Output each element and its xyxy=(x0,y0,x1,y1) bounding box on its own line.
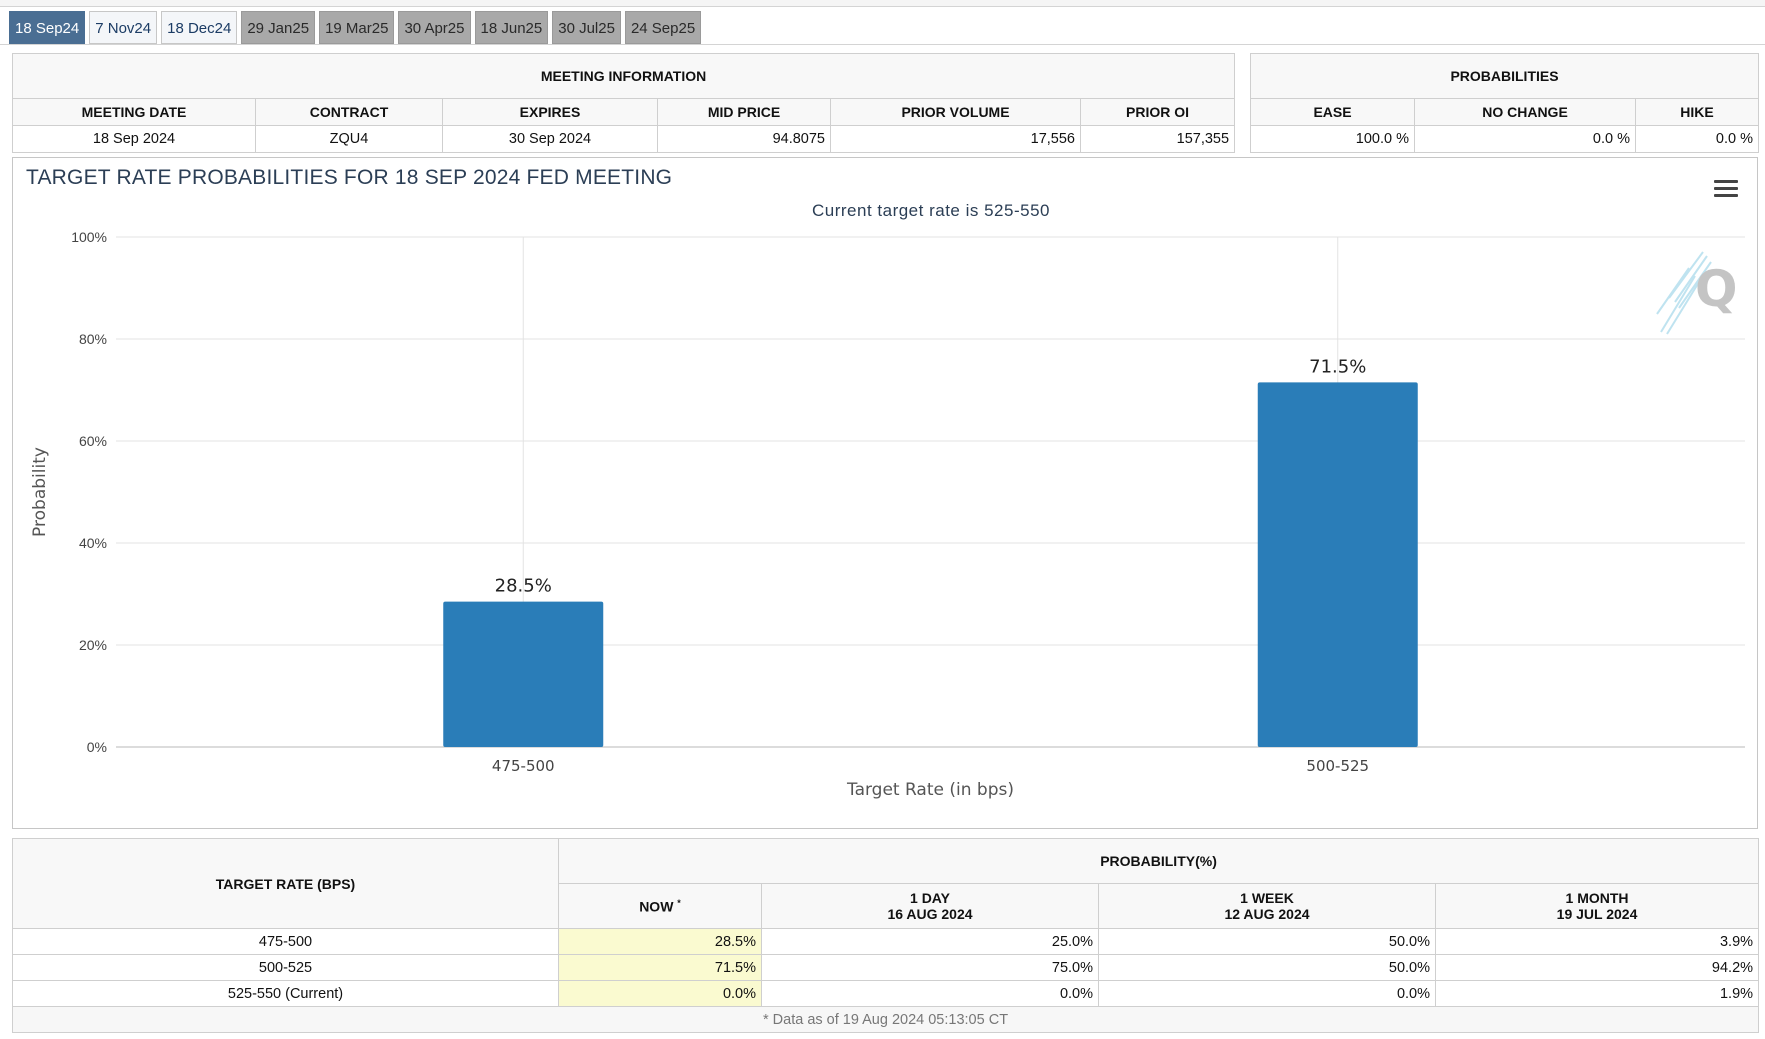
probabilities-heading: PROBABILITIES xyxy=(1249,53,1760,99)
one-month-header: 1 MONTH 19 JUL 2024 xyxy=(1434,883,1760,929)
no-change-value: 0.0 % xyxy=(1414,125,1636,153)
meeting-date-header: MEETING DATE xyxy=(12,98,256,126)
tab-30-jul25[interactable]: 30 Jul25 xyxy=(552,11,621,44)
data-label: 71.5% xyxy=(1309,356,1366,377)
one-month-cell: 1.9% xyxy=(1434,980,1760,1007)
prior-volume-header: PRIOR VOLUME xyxy=(830,98,1081,126)
mid-price-header: MID PRICE xyxy=(657,98,831,126)
now-cell: 0.0% xyxy=(558,980,762,1007)
contract-value: ZQU4 xyxy=(255,125,443,153)
tab-divider xyxy=(0,44,1765,45)
y-axis-title: Probability xyxy=(30,447,50,537)
one-week-cell: 50.0% xyxy=(1098,928,1436,955)
data-timestamp-note: * Data as of 19 Aug 2024 05:13:05 CT xyxy=(11,1006,1760,1033)
target-rate-cell: 525-550 (Current) xyxy=(12,980,559,1007)
y-tick-label: 40% xyxy=(79,535,107,551)
x-tick-label: 500-525 xyxy=(1306,757,1369,775)
tab-18-dec24[interactable]: 18 Dec24 xyxy=(161,11,238,44)
quikstrike-logo-icon: Q xyxy=(1656,251,1735,335)
probability-bar-chart: 0% 20% 40% 60% 80% 100% 28.5% 475-500 71.5% 500-5… xyxy=(30,229,1745,800)
now-cell: 28.5% xyxy=(558,928,762,955)
tab-7-nov24[interactable]: 7 Nov24 xyxy=(89,11,158,44)
one-month-cell: 3.9% xyxy=(1434,928,1760,955)
ease-header: EASE xyxy=(1250,98,1415,126)
meeting-information-table: MEETING INFORMATION MEETING DATE CONTRAC… xyxy=(11,53,1236,153)
data-label: 28.5% xyxy=(495,576,552,597)
hike-header: HIKE xyxy=(1634,98,1760,126)
prior-oi-value: 157,355 xyxy=(1079,125,1236,153)
y-tick-label: 60% xyxy=(79,433,107,449)
chart-title: TARGET RATE PROBABILITIES FOR 18 SEP 202… xyxy=(26,166,673,189)
one-day-cell: 75.0% xyxy=(761,954,1099,981)
meeting-date-value: 18 Sep 2024 xyxy=(12,125,256,153)
one-week-header: 1 WEEK 12 AUG 2024 xyxy=(1098,883,1436,929)
bar xyxy=(1257,382,1418,747)
probabilities-table: PROBABILITIES EASE NO CHANGE HIKE 100.0 … xyxy=(1249,53,1760,153)
tab-30-apr25[interactable]: 30 Apr25 xyxy=(398,11,471,44)
y-tick-label: 80% xyxy=(79,331,107,347)
target-rate-probability-table: TARGET RATE (BPS) PROBABILITY(%) NOW * 1… xyxy=(11,838,1760,1033)
now-header: NOW * xyxy=(558,883,762,929)
tab-18-jun25[interactable]: 18 Jun25 xyxy=(474,11,549,44)
hike-value: 0.0 % xyxy=(1634,125,1760,153)
one-day-cell: 0.0% xyxy=(761,980,1099,1007)
probability-header: PROBABILITY(%) xyxy=(557,838,1760,884)
x-axis-title: Target Rate (in bps) xyxy=(846,780,1014,800)
no-change-header: NO CHANGE xyxy=(1414,98,1636,126)
chart-panel xyxy=(12,157,1758,829)
contract-header: CONTRACT xyxy=(255,98,443,126)
tab-29-jan25[interactable]: 29 Jan25 xyxy=(241,11,316,44)
bar xyxy=(443,601,604,747)
one-day-header: 1 DAY 16 AUG 2024 xyxy=(761,883,1099,929)
y-tick-label: 20% xyxy=(79,637,107,653)
table-row: 525-550 (Current) 0.0% 0.0% 0.0% 1.9% xyxy=(12,980,1760,1007)
target-rate-cell: 475-500 xyxy=(12,928,559,955)
expires-value: 30 Sep 2024 xyxy=(442,125,658,153)
chart-subtitle: Current target rate is 525-550 xyxy=(811,201,1050,220)
target-rate-cell: 500-525 xyxy=(12,954,559,981)
tab-19-mar25[interactable]: 19 Mar25 xyxy=(319,11,395,44)
one-day-cell: 25.0% xyxy=(761,928,1099,955)
one-month-cell: 94.2% xyxy=(1434,954,1760,981)
tab-24-sep25[interactable]: 24 Sep25 xyxy=(624,11,702,44)
target-rate-header: TARGET RATE (BPS) xyxy=(12,838,559,929)
one-week-cell: 50.0% xyxy=(1098,954,1436,981)
top-border xyxy=(0,0,1765,7)
prior-oi-header: PRIOR OI xyxy=(1079,98,1236,126)
expires-header: EXPIRES xyxy=(442,98,658,126)
meeting-information-heading: MEETING INFORMATION xyxy=(11,53,1236,99)
ease-value: 100.0 % xyxy=(1250,125,1415,153)
one-week-cell: 0.0% xyxy=(1098,980,1436,1007)
svg-text:Q: Q xyxy=(1695,260,1735,318)
y-tick-label: 100% xyxy=(71,229,107,245)
meeting-tabs: 18 Sep24 7 Nov24 18 Dec24 29 Jan25 19 Ma… xyxy=(9,11,702,45)
hamburger-menu-icon[interactable] xyxy=(1714,180,1738,200)
table-row: 475-500 28.5% 25.0% 50.0% 3.9% xyxy=(12,928,1760,955)
y-tick-label: 0% xyxy=(87,739,107,755)
now-cell: 71.5% xyxy=(558,954,762,981)
mid-price-value: 94.8075 xyxy=(657,125,831,153)
prior-volume-value: 17,556 xyxy=(830,125,1081,153)
table-row: 500-525 71.5% 75.0% 50.0% 94.2% xyxy=(12,954,1760,981)
x-tick-label: 475-500 xyxy=(492,757,555,775)
tab-18-sep24[interactable]: 18 Sep24 xyxy=(9,11,86,44)
